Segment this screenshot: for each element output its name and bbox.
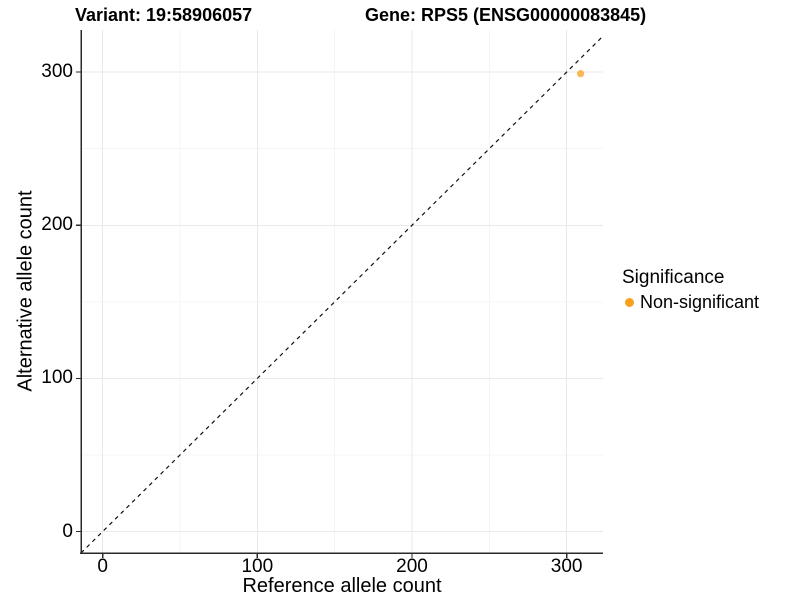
y-tick-label: 0 — [62, 520, 73, 542]
identity-line — [80, 35, 604, 554]
y-tick-label: 300 — [41, 61, 73, 83]
legend-title: Significance — [622, 267, 725, 288]
x-tick-label: 100 — [241, 556, 274, 577]
legend-point-swatch-icon — [625, 297, 634, 307]
x-tick-label: 300 — [550, 556, 583, 577]
variant-title: Variant: 19:58906057 — [75, 5, 253, 25]
gene-title: Gene: RPS5 (ENSG00000083845) — [365, 5, 647, 25]
y-tick-label: 100 — [41, 367, 73, 389]
x-tick-label: 200 — [396, 556, 428, 577]
y-tick-label: 200 — [41, 214, 73, 236]
x-axis-title: Reference allele count — [242, 575, 442, 597]
legend: Significance Non-significant — [620, 266, 759, 314]
data-point — [576, 70, 585, 78]
y-axis-title: Alternative allele count — [14, 190, 37, 392]
x-tick-label: 0 — [97, 556, 108, 577]
legend-item-non-significant: Non-significant — [620, 290, 759, 314]
legend-item-label: Non-significant — [640, 292, 760, 312]
